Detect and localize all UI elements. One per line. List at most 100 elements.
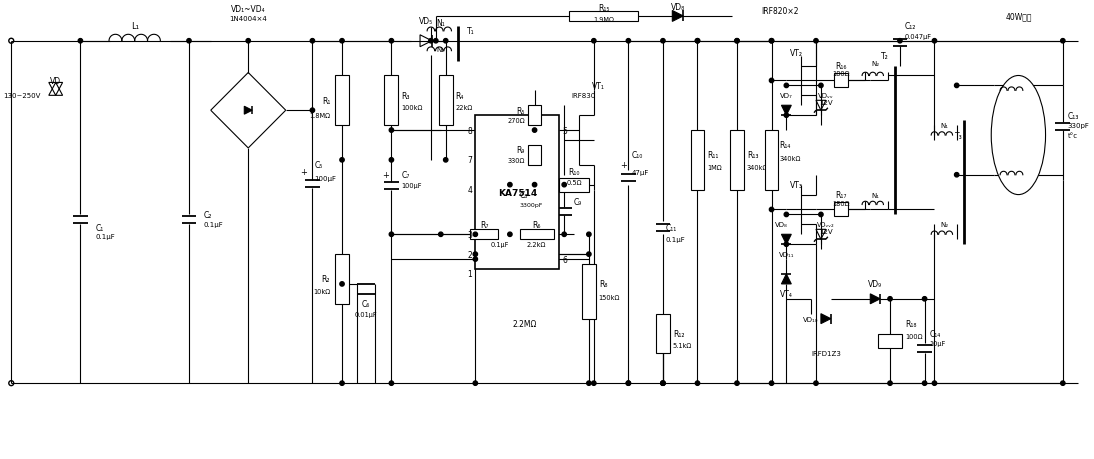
Text: C₇: C₇ (401, 171, 409, 180)
Text: 0.1μF: 0.1μF (95, 234, 115, 240)
Text: 10μF: 10μF (930, 341, 946, 347)
Text: C₂: C₂ (203, 211, 212, 219)
Circle shape (769, 79, 773, 84)
Circle shape (888, 381, 893, 386)
Text: R₃: R₃ (401, 92, 410, 101)
Circle shape (1061, 39, 1064, 44)
Circle shape (508, 183, 512, 187)
Circle shape (898, 39, 903, 44)
Text: VT₃: VT₃ (790, 181, 803, 190)
Text: VD₈: VD₈ (775, 222, 788, 228)
Text: VT₂: VT₂ (790, 49, 803, 58)
Text: VD₁~VD₄: VD₁~VD₄ (231, 6, 266, 14)
Text: 12V: 12V (819, 100, 833, 106)
Polygon shape (673, 11, 683, 22)
Text: 10kΩ: 10kΩ (313, 288, 330, 294)
Text: IRF830: IRF830 (572, 93, 596, 99)
Circle shape (592, 39, 596, 44)
Text: N₁: N₁ (437, 19, 445, 28)
Polygon shape (781, 235, 791, 245)
Circle shape (474, 381, 477, 386)
Text: 180Ω: 180Ω (831, 71, 849, 77)
Circle shape (661, 381, 665, 386)
Circle shape (888, 297, 893, 301)
Text: C₅: C₅ (314, 161, 323, 170)
Text: C₁₄: C₁₄ (930, 329, 941, 338)
Circle shape (1061, 381, 1064, 386)
Polygon shape (781, 274, 791, 284)
Text: VD₅: VD₅ (419, 17, 433, 26)
Text: 100μF: 100μF (401, 182, 422, 188)
Text: 40W灯管: 40W灯管 (1005, 12, 1032, 22)
Bar (439, 76, 453, 126)
Circle shape (626, 381, 630, 386)
Bar (470, 230, 498, 240)
Text: 1: 1 (467, 270, 473, 279)
Text: +: + (383, 171, 389, 180)
Text: 330Ω: 330Ω (508, 157, 525, 163)
Text: +: + (620, 161, 627, 170)
Circle shape (340, 39, 345, 44)
Text: 3300pF: 3300pF (520, 202, 543, 207)
Text: C₁: C₁ (95, 224, 104, 232)
Circle shape (340, 158, 345, 162)
Circle shape (78, 39, 82, 44)
Circle shape (696, 39, 700, 44)
Text: VDᵥᵥ: VDᵥᵥ (818, 93, 834, 99)
Text: N₂: N₂ (437, 46, 445, 53)
Circle shape (954, 173, 958, 178)
Text: R₁₂: R₁₂ (673, 329, 685, 338)
Circle shape (954, 84, 958, 89)
Text: R₂: R₂ (322, 275, 330, 284)
Circle shape (661, 39, 665, 44)
Text: R₁₄: R₁₄ (779, 141, 791, 150)
Text: t°c: t°c (1068, 133, 1078, 139)
Text: VD₁₁: VD₁₁ (779, 252, 794, 257)
Circle shape (922, 297, 927, 301)
Text: 22kΩ: 22kΩ (455, 105, 473, 111)
Circle shape (474, 252, 477, 257)
Text: 1MΩ: 1MΩ (708, 164, 722, 170)
Text: R₁₀: R₁₀ (568, 168, 580, 177)
Circle shape (562, 183, 567, 187)
Circle shape (433, 39, 438, 44)
Bar (335, 76, 349, 126)
Bar (878, 334, 901, 349)
Text: VD₈: VD₈ (671, 2, 685, 11)
Text: 2.2kΩ: 2.2kΩ (527, 242, 546, 248)
Text: 0.1μF: 0.1μF (666, 237, 686, 243)
Text: VDᵥᵥ₂: VDᵥᵥ₂ (817, 222, 835, 228)
Text: 4: 4 (467, 186, 473, 195)
Circle shape (562, 233, 567, 237)
Circle shape (769, 39, 773, 44)
Text: R₁₆: R₁₆ (835, 62, 847, 71)
Text: 2: 2 (467, 250, 473, 259)
Circle shape (474, 233, 477, 237)
Text: 7: 7 (467, 156, 473, 165)
Text: N₂: N₂ (940, 222, 948, 228)
Text: 3: 3 (467, 230, 473, 239)
Circle shape (474, 257, 477, 262)
Text: 330pF: 330pF (1068, 123, 1090, 129)
Circle shape (311, 109, 315, 113)
Text: 5: 5 (562, 126, 567, 135)
Text: 340kΩ: 340kΩ (747, 164, 768, 170)
Text: VD₉: VD₉ (869, 280, 882, 289)
Bar (335, 255, 349, 304)
Circle shape (661, 381, 665, 386)
Text: N₂: N₂ (871, 61, 880, 67)
Text: N₁: N₁ (941, 123, 948, 129)
Text: C₈: C₈ (520, 190, 528, 200)
Bar (834, 73, 848, 88)
Circle shape (533, 129, 537, 133)
Bar (730, 131, 744, 190)
Circle shape (735, 39, 740, 44)
Circle shape (246, 39, 251, 44)
Circle shape (696, 39, 700, 44)
Text: 0.1μF: 0.1μF (203, 222, 223, 228)
Text: C₁₂: C₁₂ (905, 22, 916, 31)
Text: 1.9MΩ: 1.9MΩ (593, 17, 614, 23)
Text: 100μF: 100μF (314, 175, 336, 181)
Polygon shape (781, 106, 791, 116)
Text: 180Ω: 180Ω (831, 200, 849, 206)
